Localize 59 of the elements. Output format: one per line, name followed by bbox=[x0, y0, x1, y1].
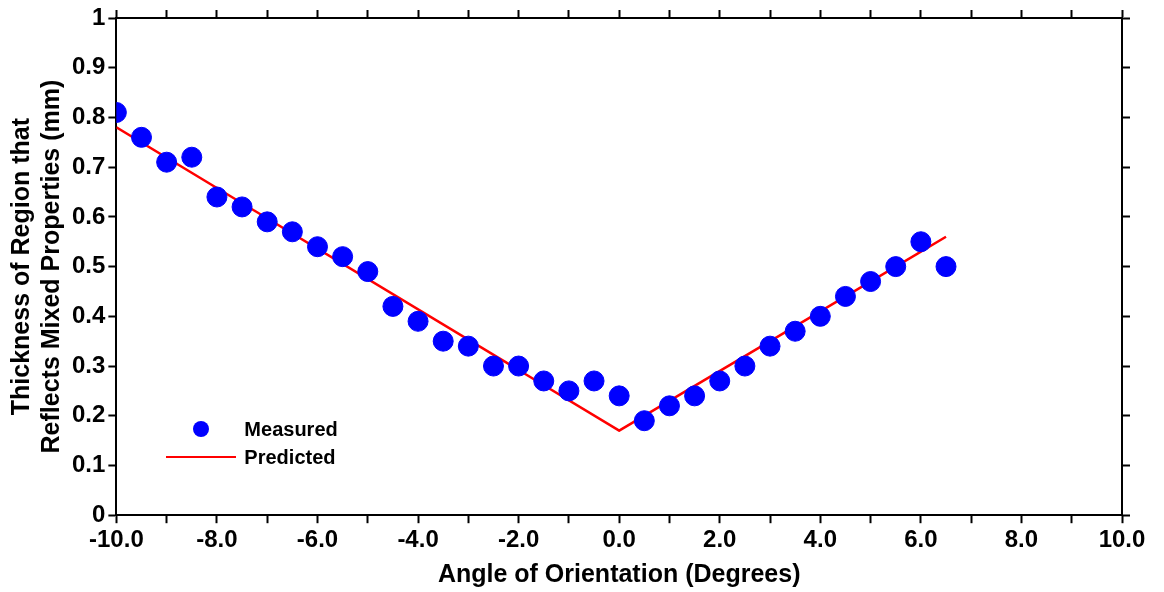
x-tick-label: 10.0 bbox=[1098, 525, 1146, 553]
y-tick-label: 0.3 bbox=[71, 350, 106, 378]
point bbox=[357, 261, 379, 283]
point bbox=[558, 380, 580, 402]
point bbox=[457, 335, 479, 357]
point bbox=[809, 305, 831, 327]
x-axis-title: Angle of Orientation (Degrees) bbox=[437, 558, 801, 587]
point bbox=[432, 330, 454, 352]
point bbox=[784, 320, 806, 342]
y-tick-label: 0.9 bbox=[71, 52, 106, 80]
point bbox=[231, 196, 253, 218]
y-tick-label: 0 bbox=[92, 499, 106, 527]
point bbox=[608, 385, 630, 407]
point bbox=[684, 385, 706, 407]
x-tick-label: -4.0 bbox=[397, 525, 439, 553]
x-tick-label: 2.0 bbox=[703, 525, 737, 553]
point bbox=[306, 236, 328, 258]
x-tick-label: 0.0 bbox=[602, 525, 636, 553]
x-tick-label: 4.0 bbox=[803, 525, 837, 553]
x-tick-label: -8.0 bbox=[196, 525, 238, 553]
y-axis-title: Thickness of Region that Reflects Mixed Properties (mm) bbox=[5, 79, 64, 454]
point bbox=[482, 355, 504, 377]
point bbox=[910, 231, 932, 253]
point bbox=[885, 256, 907, 278]
point bbox=[759, 335, 781, 357]
x-tick-label: 8.0 bbox=[1004, 525, 1039, 553]
x-tick-label: -6.0 bbox=[296, 525, 339, 553]
y-tick-label: 0.4 bbox=[71, 300, 106, 328]
point bbox=[407, 310, 429, 332]
point bbox=[860, 271, 882, 293]
y-tick-label: 0.8 bbox=[71, 102, 106, 130]
point bbox=[935, 256, 957, 278]
y-tick-label: 0.1 bbox=[71, 450, 106, 478]
x-tick-label: -2.0 bbox=[497, 525, 540, 553]
legend-label: Measured bbox=[244, 417, 338, 441]
point bbox=[533, 370, 555, 392]
point bbox=[281, 221, 303, 243]
point bbox=[734, 355, 756, 377]
point bbox=[709, 370, 731, 392]
point bbox=[332, 246, 354, 268]
point bbox=[658, 395, 680, 417]
x-tick-label: -10.0 bbox=[89, 525, 144, 553]
legend-label: Predicted bbox=[244, 445, 336, 469]
y-tick-label: 1 bbox=[92, 2, 106, 30]
point bbox=[382, 295, 404, 317]
point bbox=[583, 370, 605, 392]
y-tick-label: 0.2 bbox=[71, 400, 106, 428]
point bbox=[256, 211, 278, 233]
point bbox=[131, 126, 152, 148]
point bbox=[834, 285, 856, 307]
point bbox=[181, 146, 203, 168]
point bbox=[156, 151, 178, 173]
point bbox=[508, 355, 530, 377]
point bbox=[633, 410, 655, 432]
y-tick-label: 0.6 bbox=[71, 201, 106, 229]
y-tick-label: 0.7 bbox=[71, 151, 106, 179]
x-tick-label: 6.0 bbox=[904, 525, 938, 553]
point bbox=[206, 186, 228, 208]
y-tick-label: 0.5 bbox=[71, 251, 106, 279]
